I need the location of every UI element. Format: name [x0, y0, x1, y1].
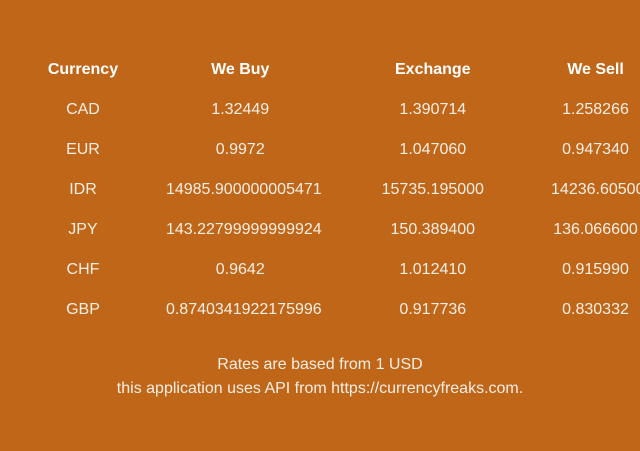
currency-code: EUR: [66, 141, 100, 158]
currency-code: CAD: [66, 101, 100, 118]
currency-code: CHF: [66, 261, 100, 278]
currency-code: JPY: [68, 221, 98, 238]
sell-rate: 0.915990: [562, 261, 629, 278]
table-row: GBP 0.8740341922175996 0.917736 0.830332: [0, 290, 640, 330]
buy-rate: 1.32449: [211, 101, 270, 118]
buy-rate: 14985.900000005471: [165, 181, 322, 198]
header-currency: Currency: [47, 61, 119, 78]
sell-rate: 0.947340: [562, 141, 629, 158]
rates-basis-note: Rates are based from 1 USD: [217, 356, 423, 373]
exchange-rate: 1.390714: [399, 101, 467, 118]
table-row: CAD 1.32449 1.390714 1.258266: [0, 90, 640, 130]
currency-rates-table: Currency We Buy Exchange We Sell CAD 1.3…: [0, 50, 640, 330]
buy-rate: 0.9642: [215, 261, 265, 278]
header-exchange: Exchange: [395, 61, 471, 78]
exchange-rate: 0.917736: [399, 301, 467, 318]
currency-code: IDR: [69, 181, 97, 198]
api-source-note: this application uses API from https://c…: [116, 380, 524, 397]
exchange-rate: 150.389400: [390, 221, 476, 238]
table-row: EUR 0.9972 1.047060 0.947340: [0, 130, 640, 170]
exchange-rate: 15735.195000: [381, 181, 484, 198]
sell-rate: 0.830332: [562, 301, 629, 318]
exchange-rate: 1.047060: [399, 141, 467, 158]
header-we-buy: We Buy: [211, 61, 270, 78]
buy-rate: 0.8740341922175996: [165, 301, 322, 318]
buy-rate: 0.9972: [215, 141, 265, 158]
buy-rate: 143.22799999999924: [165, 221, 322, 238]
sell-rate: 1.258266: [562, 101, 629, 118]
exchange-rate: 1.012410: [399, 261, 467, 278]
header-we-sell: We Sell: [567, 61, 624, 78]
table-row: IDR 14985.900000005471 15735.195000 1423…: [0, 170, 640, 210]
sell-rate: 14236.605000: [551, 181, 640, 198]
footer-note: Rates are based from 1 USD this applicat…: [0, 353, 640, 401]
sell-rate: 136.066600: [553, 221, 638, 238]
table-row: JPY 143.22799999999924 150.389400 136.06…: [0, 210, 640, 250]
currency-code: GBP: [66, 301, 100, 318]
table-header-row: Currency We Buy Exchange We Sell: [0, 50, 640, 90]
table-row: CHF 0.9642 1.012410 0.915990: [0, 250, 640, 290]
